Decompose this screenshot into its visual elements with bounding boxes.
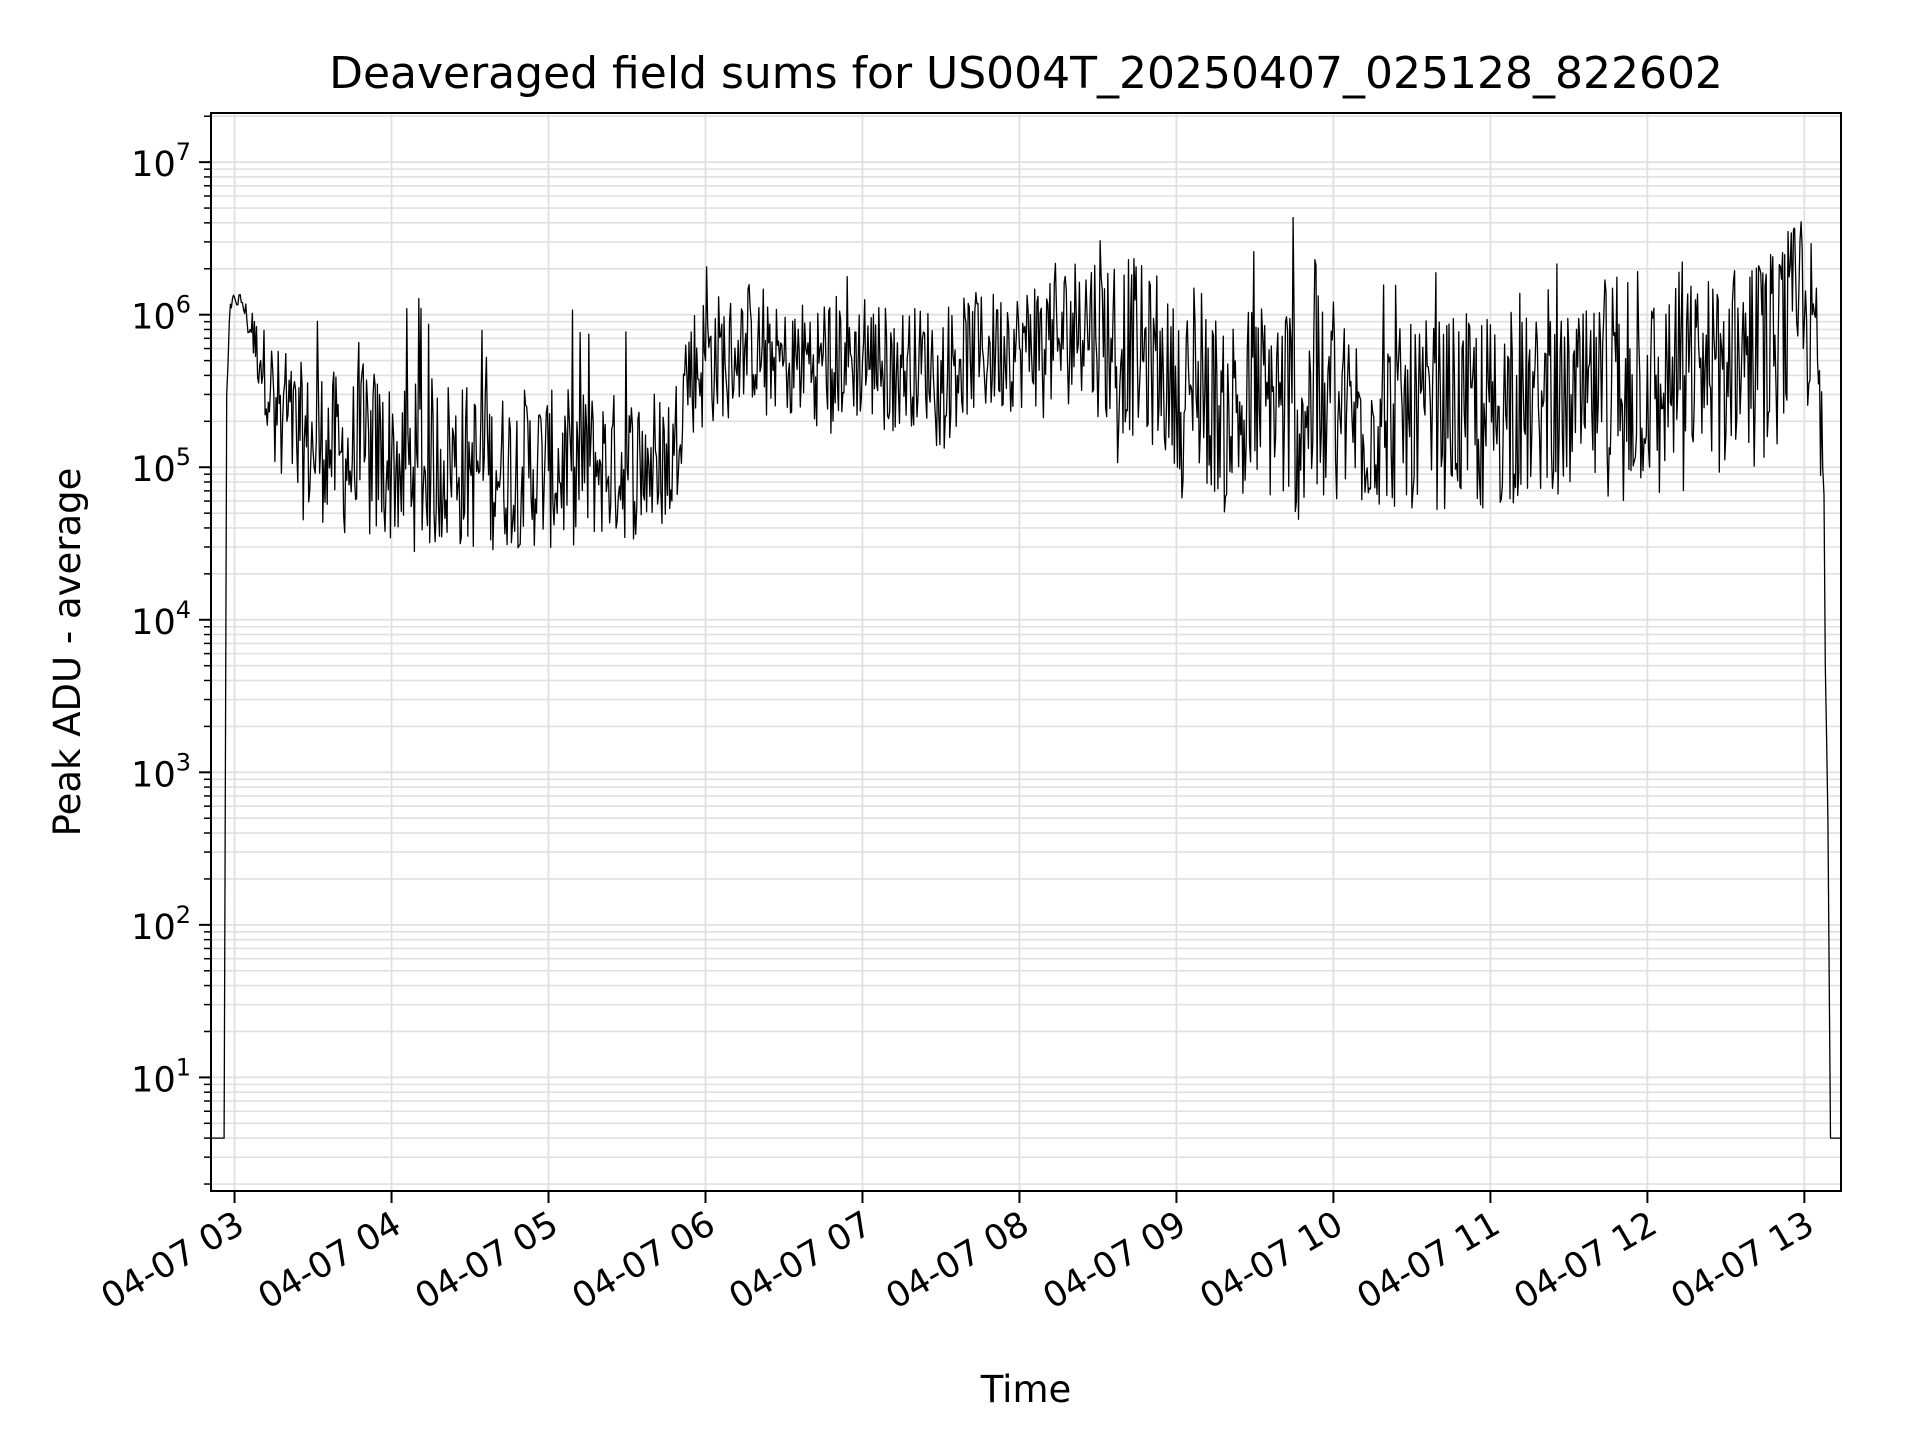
y-axis-label: Peak ADU - average (46, 468, 89, 837)
y-axis: 101 102 103 104 105 106 107 (131, 115, 211, 1185)
axes-frame (210, 112, 1842, 1192)
y-tick-label: 101 (131, 1053, 191, 1100)
x-tick-label: 04-07 11 (1351, 1204, 1507, 1317)
x-tick-label: 04-07 08 (880, 1204, 1036, 1317)
x-tick-label: 04-07 07 (723, 1204, 879, 1317)
plot-area (211, 216, 1841, 1139)
x-tick-label: 04-07 06 (566, 1204, 722, 1317)
y-tick-label: 107 (131, 138, 191, 185)
y-tick-label: 106 (131, 291, 191, 338)
y-tick-label: 105 (131, 443, 191, 490)
x-tick-label: 04-07 13 (1665, 1204, 1821, 1317)
x-tick-label: 04-07 12 (1508, 1204, 1664, 1317)
chart-title: Deaveraged field sums for US004T_2025040… (329, 48, 1723, 99)
x-axis: 04-07 03 04-07 04 04-07 05 04-07 06 04-07 07… (95, 1191, 1821, 1317)
x-tick-label: 04-07 03 (95, 1204, 251, 1317)
y-tick-label: 102 (131, 901, 191, 948)
x-tick-label: 04-07 05 (409, 1204, 565, 1317)
x-tick-label: 04-07 09 (1037, 1204, 1193, 1317)
x-tick-label: 04-07 10 (1194, 1204, 1350, 1317)
y-tick-label: 103 (131, 748, 191, 795)
grid-lines (211, 113, 1841, 1191)
y-tick-label: 104 (131, 596, 191, 643)
x-axis-label: Time (980, 1368, 1072, 1411)
x-tick-label: 04-07 04 (252, 1204, 408, 1317)
data-series-line (211, 216, 1841, 1139)
